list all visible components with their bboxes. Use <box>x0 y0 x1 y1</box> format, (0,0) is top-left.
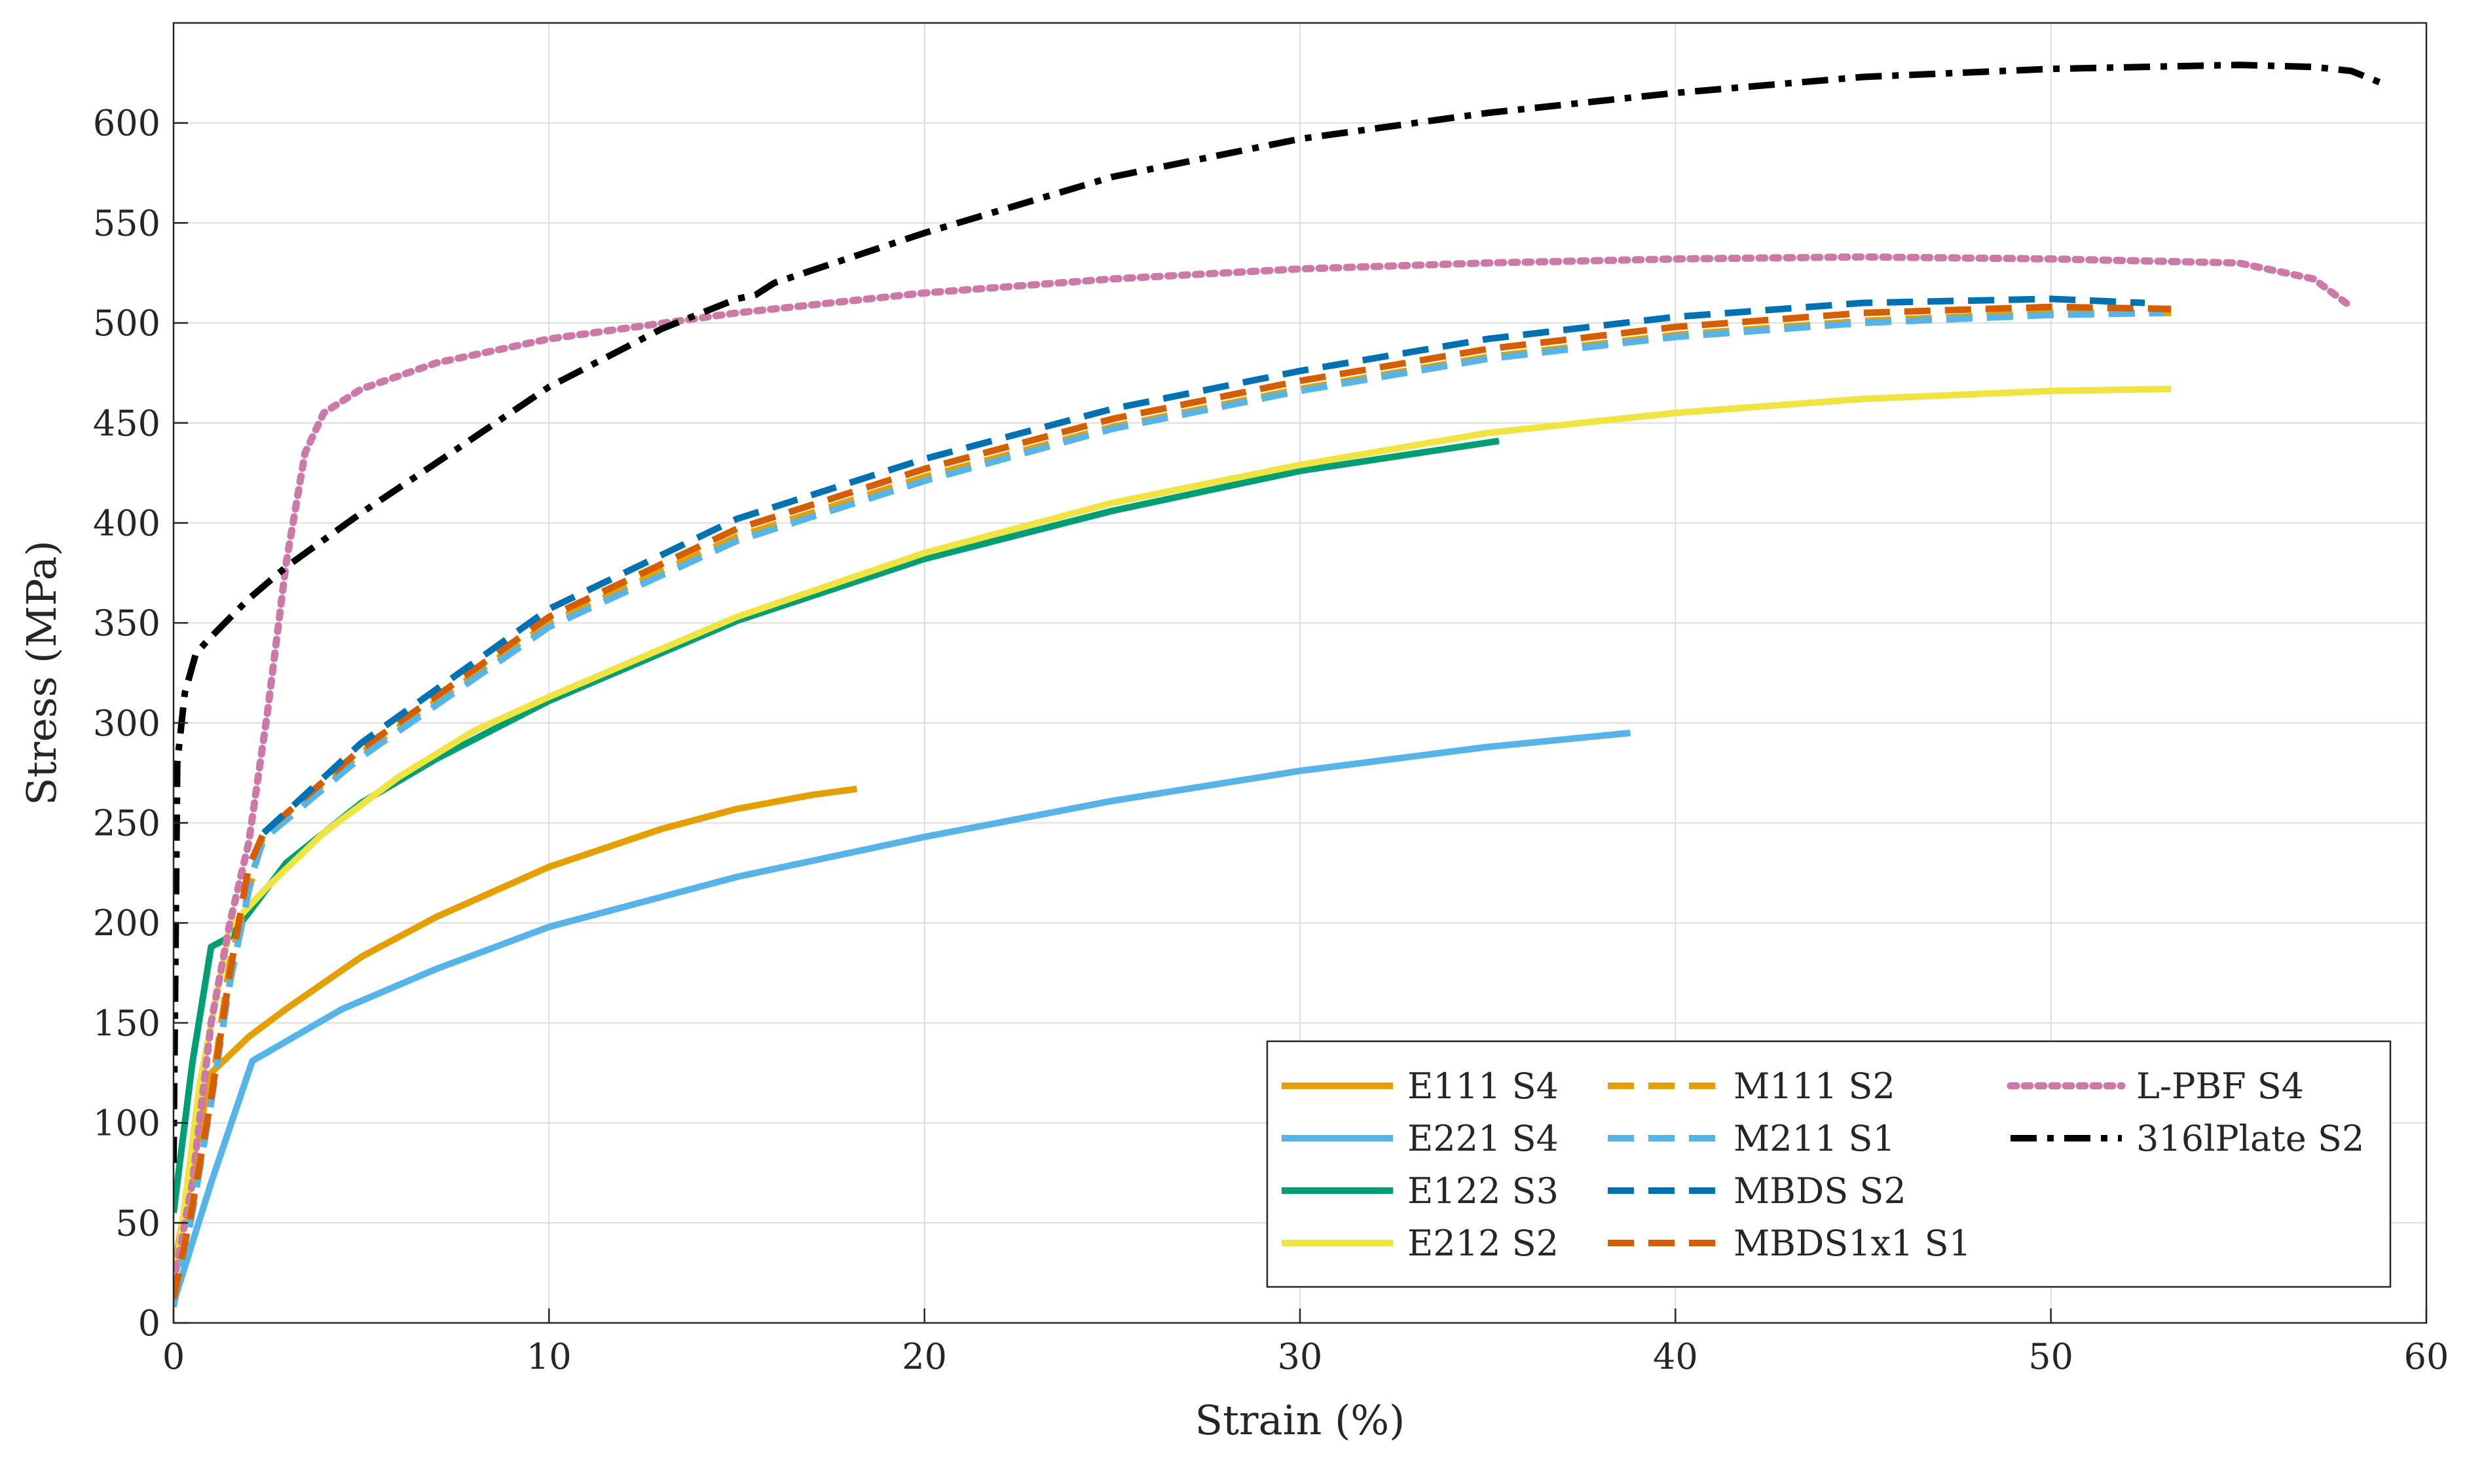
x-tick-label: 60 <box>2404 1336 2449 1377</box>
legend-label: 316lPlate S2 <box>2136 1118 2364 1159</box>
y-axis-label: Stress (MPa) <box>18 540 65 806</box>
legend: E111 S4 E221 S4 E122 S3 E212 S2 M111 S2 M211 … <box>1266 1040 2392 1288</box>
x-tick-label: 10 <box>527 1336 572 1377</box>
series-line-e111-s4 <box>174 785 858 1274</box>
x-axis-label: Strain (%) <box>1195 1396 1405 1444</box>
y-tick-label: 200 <box>93 902 160 944</box>
legend-label: E212 S2 <box>1407 1223 1559 1264</box>
series-line-mbds-s2 <box>261 295 2145 836</box>
y-tick-label: 450 <box>93 403 160 444</box>
y-tick-label: 250 <box>93 803 160 844</box>
legend-label: L-PBF S4 <box>2136 1066 2304 1107</box>
axis-ticks: 0 10 20 30 40 50 60050100150200250300350400450… <box>93 103 2449 1377</box>
x-tick-label: 20 <box>902 1336 947 1377</box>
series-line-316lplate-s2 <box>174 62 2383 1163</box>
series-line-m211-s1 <box>174 309 2164 1308</box>
x-tick-label: 30 <box>1278 1336 1323 1377</box>
y-tick-label: 150 <box>93 1003 160 1044</box>
x-tick-label: 50 <box>2028 1336 2073 1377</box>
legend-box <box>1266 1040 2392 1288</box>
y-tick-label: 350 <box>93 603 160 644</box>
legend-label: MBDS S2 <box>1733 1170 1906 1212</box>
series-line-e212-s2 <box>174 385 2172 1293</box>
y-tick-label: 600 <box>93 103 160 144</box>
y-tick-label: 100 <box>93 1103 160 1144</box>
y-tick-label: 400 <box>93 502 160 544</box>
x-tick-label: 40 <box>1653 1336 1698 1377</box>
series-lines <box>174 62 2383 1308</box>
legend-label: E221 S4 <box>1407 1118 1559 1159</box>
series-line-mbds1x1-s1 <box>174 303 2172 1300</box>
y-tick-label: 300 <box>93 703 160 744</box>
x-tick-label: 0 <box>162 1336 185 1377</box>
legend-label: E111 S4 <box>1407 1066 1559 1107</box>
legend-label: M111 S2 <box>1733 1066 1895 1107</box>
legend-label: M211 S1 <box>1733 1118 1895 1159</box>
y-tick-label: 50 <box>115 1202 160 1244</box>
legend-label: E122 S3 <box>1407 1170 1559 1212</box>
legend-label: MBDS1x1 S1 <box>1733 1223 1971 1264</box>
y-tick-label: 500 <box>93 303 160 344</box>
series-line-e221-s4 <box>174 730 1631 1304</box>
series-line-l-pbf-s4 <box>174 253 2355 1287</box>
y-tick-label: 0 <box>138 1303 160 1344</box>
y-tick-label: 550 <box>93 202 160 244</box>
grid <box>174 23 2426 1323</box>
